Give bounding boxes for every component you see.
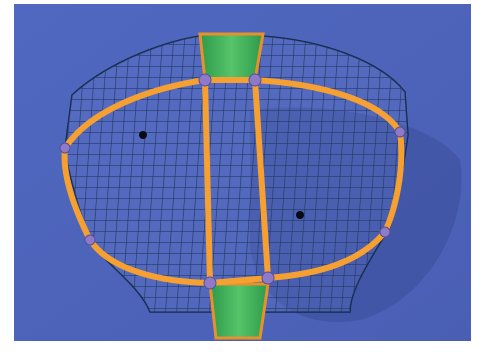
joint (59, 142, 71, 154)
joint (198, 73, 212, 87)
top-panel (198, 32, 265, 82)
pole (252, 79, 271, 279)
joint (203, 276, 217, 290)
joint (84, 234, 96, 246)
knot (296, 211, 304, 219)
pole (202, 79, 213, 284)
joint (248, 73, 262, 87)
joint (261, 271, 275, 285)
joints (59, 73, 406, 290)
net-haze (65, 36, 408, 312)
joint (379, 226, 391, 238)
knot (139, 131, 147, 139)
joint (394, 126, 406, 138)
bottom-panel (208, 282, 270, 340)
